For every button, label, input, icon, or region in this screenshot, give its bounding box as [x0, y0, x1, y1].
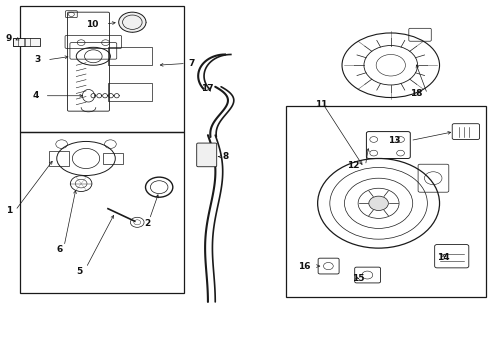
- Bar: [13, 38, 25, 45]
- Text: 7: 7: [188, 59, 194, 68]
- Text: 18: 18: [409, 89, 422, 98]
- Bar: [108, 83, 152, 101]
- Bar: [13, 38, 40, 45]
- Text: 12: 12: [346, 161, 359, 170]
- Bar: [20, 6, 183, 132]
- FancyBboxPatch shape: [196, 143, 216, 167]
- Bar: [285, 107, 485, 297]
- Text: 2: 2: [144, 219, 150, 228]
- Text: 14: 14: [436, 253, 449, 262]
- Text: 4: 4: [32, 91, 39, 100]
- Text: 16: 16: [298, 262, 310, 271]
- Text: 17: 17: [200, 84, 213, 93]
- Text: 1: 1: [5, 206, 12, 215]
- Circle shape: [368, 196, 387, 211]
- Text: 11: 11: [315, 100, 327, 109]
- Circle shape: [119, 12, 146, 32]
- Text: 6: 6: [57, 246, 63, 255]
- Text: 3: 3: [35, 55, 41, 64]
- Text: 10: 10: [86, 19, 98, 28]
- Bar: [20, 132, 183, 293]
- Text: 13: 13: [387, 136, 400, 145]
- Text: 9: 9: [5, 34, 12, 43]
- Bar: [49, 151, 69, 166]
- Text: 15: 15: [351, 274, 364, 283]
- Bar: [108, 47, 152, 65]
- Bar: [103, 153, 122, 164]
- Text: 8: 8: [222, 152, 228, 161]
- Text: 5: 5: [76, 267, 82, 276]
